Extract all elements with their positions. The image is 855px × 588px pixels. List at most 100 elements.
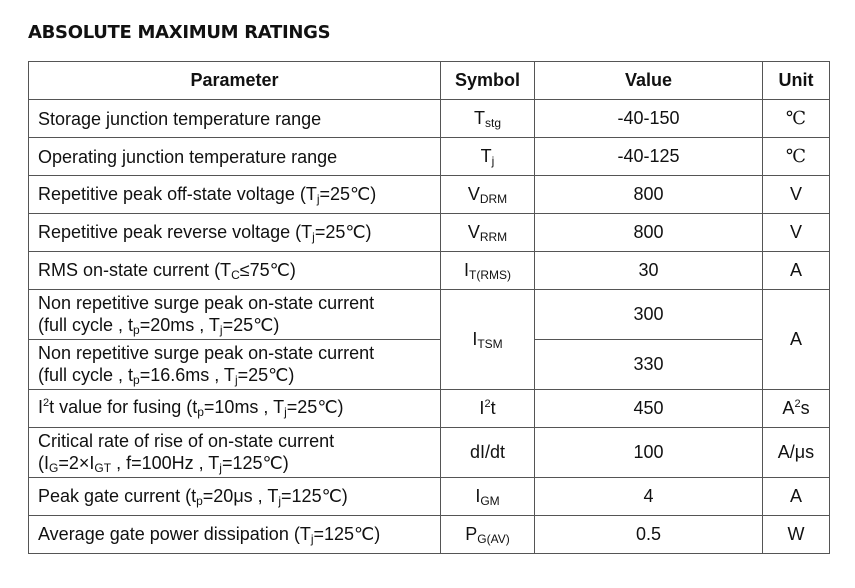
table-row: RMS on-state current (TC≤75℃) IT(RMS) 30… [28,251,830,290]
unit-cell: A [762,289,830,390]
symbol-sub: T(RMS) [469,268,511,282]
value-cell: 0.5 [534,515,763,554]
table-row: Critical rate of rise of on-state curren… [28,427,830,478]
section-title: ABSOLUTE MAXIMUM RATINGS [28,22,331,43]
table-row: Storage junction temperature range Tstg … [28,99,830,138]
table-row: Non repetitive surge peak on-state curre… [28,339,830,390]
symbol-cell: ITSM [440,289,535,390]
value-cell: -40-150 [534,99,763,138]
param-sub: GT [94,460,112,475]
value-cell: 300 [534,289,763,340]
param-text: =25℃) [222,314,280,335]
unit-cell: W [762,515,830,554]
header-value: Value [534,61,763,100]
symbol-main: I [475,486,481,506]
unit-cell: A/μs [762,427,830,478]
param-sup: 2 [43,397,50,409]
param-text: =10ms , T [203,397,285,417]
param-text: =25℃) [237,364,295,385]
parameter-cell: Average gate power dissipation (Tj=125℃) [28,515,441,554]
param-text: (full cycle , t [38,364,134,385]
value-cell: 450 [534,389,763,428]
symbol-main: T [480,146,492,166]
param-text: t value for fusing (t [49,397,198,417]
symbol-tail: t [490,398,496,418]
param-text: , f=100Hz , T [111,452,220,473]
symbol-cell: Tstg [440,99,535,138]
param-sub: j [278,493,282,508]
symbol-cell: VRRM [440,213,535,252]
param-text: Non repetitive surge peak on-state curre… [38,292,375,313]
param-text: ≤75℃) [239,259,296,280]
symbol-main: T [473,108,485,128]
symbol-sub: G(AV) [477,532,510,546]
param-sub: p [196,493,203,508]
value-cell: 4 [534,477,763,516]
param-text: Repetitive peak reverse voltage (T [38,221,313,242]
param-text: =25℃) [319,183,377,204]
symbol-main: I [479,398,485,418]
parameter-cell: Non repetitive surge peak on-state curre… [28,339,441,390]
symbol-sup: 2 [484,398,491,410]
parameter-cell: Storage junction temperature range [28,99,441,138]
param-text: =25℃) [286,397,344,417]
unit-cell: V [762,213,830,252]
parameter-cell: Repetitive peak reverse voltage (Tj=25℃) [28,213,441,252]
param-text: RMS on-state current (T [38,259,232,280]
unit-sup: 2 [794,398,801,410]
param-text: =16.6ms , T [139,364,235,385]
table-row: Average gate power dissipation (Tj=125℃)… [28,515,830,554]
symbol-sub: GM [480,494,500,508]
symbol-sub: RRM [479,230,508,244]
parameter-cell: Peak gate current (tp=20μs , Tj=125℃) [28,477,441,516]
param-text: =25℃) [314,221,372,242]
param-text: Critical rate of rise of on-state curren… [38,430,335,451]
parameter-cell: Non repetitive surge peak on-state curre… [28,289,441,340]
symbol-main: I [463,260,469,280]
param-sub: j [310,531,314,546]
parameter-cell: Operating junction temperature range [28,137,441,176]
param-sub: G [49,460,59,475]
table-row: Non repetitive surge peak on-state curre… [28,289,830,390]
symbol-sub: j [491,154,495,168]
param-sub: j [284,405,287,419]
symbol-cell: IT(RMS) [440,251,535,290]
param-sub: p [133,322,140,337]
parameter-cell: Repetitive peak off-state voltage (Tj=25… [28,175,441,214]
param-sub: j [316,191,320,206]
unit-cell: A [762,477,830,516]
table-row: Operating junction temperature range Tj … [28,137,830,176]
table-row: I2t value for fusing (tp=10ms , Tj=25℃) … [28,389,830,428]
param-text: =20ms , T [139,314,220,335]
param-sub: j [219,322,223,337]
value-cell: 30 [534,251,763,290]
param-text: =2×I [58,452,95,473]
header-parameter: Parameter [28,61,441,100]
symbol-sub: stg [484,116,501,130]
symbol-cell: Tj [440,137,535,176]
unit-cell: A [762,251,830,290]
param-text: =125℃) [313,523,381,544]
symbol-sub: DRM [479,192,508,206]
symbol-sub: TSM [477,337,503,351]
symbol-cell: IGM [440,477,535,516]
param-sub: j [312,229,315,244]
header-symbol: Symbol [440,61,535,100]
value-cell: 800 [534,175,763,214]
unit-cell: A2s [762,389,830,428]
param-text: =125℃) [281,485,348,506]
param-sub: j [219,460,222,475]
symbol-main: I [472,329,478,349]
value-cell: 800 [534,213,763,252]
value-cell: 100 [534,427,763,478]
symbol-main: P [465,524,478,544]
param-text: Repetitive peak off-state voltage (T [38,183,317,204]
ratings-table: Parameter Symbol Value Unit Storage junc… [28,61,830,554]
param-text: Average gate power dissipation (T [38,523,311,544]
param-text: (I [38,452,49,473]
unit-cell: ℃ [762,99,830,138]
symbol-cell: dI/dt [440,427,535,478]
param-text: =20μs , T [202,485,279,506]
param-text: =125℃) [221,452,289,473]
symbol-cell: PG(AV) [440,515,535,554]
